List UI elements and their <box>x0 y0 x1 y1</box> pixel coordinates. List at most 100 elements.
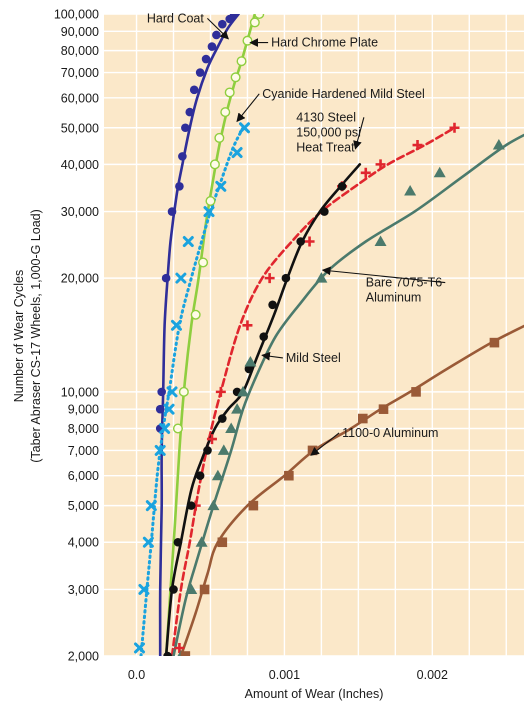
x-tick-label: 0.0 <box>128 668 145 682</box>
data-point-hard-chrome-plate <box>254 14 265 19</box>
annotation-arrow <box>353 117 365 150</box>
annotation-arrow <box>207 18 230 40</box>
data-point-mild-steel <box>169 585 178 594</box>
data-point-hard-coat <box>229 14 239 19</box>
data-point-cyanide-hardened-mild-steel <box>154 444 166 456</box>
data-point-hard-coat <box>218 19 227 29</box>
data-point-hard-chrome-plate <box>224 87 235 98</box>
data-point-bare-7075-t6-aluminum <box>207 499 220 511</box>
data-point-cyanide-hardened-mild-steel <box>145 500 157 512</box>
y-tick-label: 40,000 <box>61 158 99 172</box>
data-point-cyanide-hardened-mild-steel <box>142 536 154 548</box>
data-point-hard-chrome-plate <box>190 309 201 320</box>
data-point-bare-7075-t6-aluminum <box>433 166 446 178</box>
y-tick-label: 10,000 <box>61 385 99 399</box>
data-point-1100-0-aluminum <box>217 537 228 548</box>
data-point-bare-7075-t6-aluminum <box>492 139 505 150</box>
data-point-bare-7075-t6-aluminum <box>217 444 230 455</box>
y-tick-label: 3,000 <box>68 583 99 597</box>
data-point-hard-chrome-plate <box>249 17 260 28</box>
data-point-4130-steel-150-000-psi-heat-treat <box>375 159 386 170</box>
data-point-1100-0-aluminum <box>284 470 294 481</box>
series-line-hard-coat <box>158 14 240 656</box>
data-point-hard-chrome-plate <box>214 132 225 143</box>
data-point-hard-coat <box>189 85 199 95</box>
series-line-4130-steel-150-000-psi-heat-treat <box>170 126 456 656</box>
data-point-bare-7075-t6-aluminum <box>225 422 238 433</box>
data-point-hard-coat <box>155 404 165 414</box>
data-point-4130-steel-150-000-psi-heat-treat <box>242 320 253 331</box>
data-point-hard-chrome-plate <box>242 35 253 46</box>
data-point-hard-coat <box>167 207 177 216</box>
y-axis-subtitle: (Taber Abraser CS-17 Wheels, 1,000-G Loa… <box>29 209 43 463</box>
y-tick-label: 70,000 <box>61 66 99 80</box>
data-point-bare-7075-t6-aluminum <box>211 469 224 481</box>
y-tick-label: 7,000 <box>68 444 99 458</box>
data-point-hard-chrome-plate <box>209 159 220 170</box>
data-point-cyanide-hardened-mild-steel <box>203 206 215 218</box>
y-tick-label: 9,000 <box>68 403 99 417</box>
data-point-4130-steel-150-000-psi-heat-treat <box>360 167 371 178</box>
series-line-1100-0-aluminum <box>179 324 524 656</box>
data-point-mild-steel <box>163 651 172 656</box>
annotation-label: Cyanide Hardened Mild Steel <box>262 87 425 101</box>
data-point-bare-7075-t6-aluminum <box>374 235 387 247</box>
data-point-hard-coat <box>201 54 211 64</box>
data-point-4130-steel-150-000-psi-heat-treat <box>215 386 226 397</box>
data-point-cyanide-hardened-mild-steel <box>215 180 227 192</box>
data-point-bare-7075-t6-aluminum <box>237 385 250 397</box>
annotation-label: Hard Coat <box>147 11 204 25</box>
data-point-hard-chrome-plate <box>205 195 216 206</box>
data-point-mild-steel <box>203 446 212 455</box>
series-line-bare-7075-t6-aluminum <box>172 133 524 656</box>
data-point-hard-coat <box>161 273 171 283</box>
data-point-hard-coat <box>185 107 195 117</box>
data-point-hard-chrome-plate <box>220 107 231 118</box>
data-point-cyanide-hardened-mild-steel <box>231 147 243 159</box>
data-point-1100-0-aluminum <box>411 387 421 397</box>
data-point-4130-steel-150-000-psi-heat-treat <box>206 434 217 445</box>
data-point-1100-0-aluminum <box>180 651 191 656</box>
data-point-bare-7075-t6-aluminum <box>185 583 198 594</box>
annotation-label: 1100-0 Aluminum <box>342 426 438 440</box>
data-point-1100-0-aluminum <box>378 404 389 414</box>
data-point-hard-coat <box>195 68 205 77</box>
annotation-arrow <box>261 351 283 361</box>
annotation-label: Mild Steel <box>286 351 341 365</box>
annotation-label: Bare 7075-T6 Aluminum <box>366 276 442 305</box>
data-point-bare-7075-t6-aluminum <box>195 536 208 547</box>
series-line-hard-chrome-plate <box>164 14 257 656</box>
annotation-arrow <box>310 432 340 456</box>
y-tick-label: 100,000 <box>54 8 99 22</box>
data-point-mild-steel <box>173 537 183 547</box>
data-point-1100-0-aluminum <box>248 500 259 511</box>
data-point-hard-chrome-plate <box>198 257 209 268</box>
data-point-bare-7075-t6-aluminum <box>231 403 244 414</box>
data-point-mild-steel <box>337 181 347 191</box>
data-point-cyanide-hardened-mild-steel <box>238 122 250 134</box>
data-point-cyanide-hardened-mild-steel <box>166 386 178 398</box>
data-point-4130-steel-150-000-psi-heat-treat <box>174 642 185 653</box>
y-tick-label: 50,000 <box>61 121 99 135</box>
data-point-mild-steel <box>281 273 291 283</box>
data-point-4130-steel-150-000-psi-heat-treat <box>449 122 460 133</box>
data-point-cyanide-hardened-mild-steel <box>159 422 171 434</box>
data-point-1100-0-aluminum <box>489 337 500 348</box>
data-point-mild-steel <box>195 471 205 481</box>
data-point-cyanide-hardened-mild-steel <box>182 236 194 248</box>
data-point-hard-chrome-plate <box>236 56 247 67</box>
annotations: Hard Coat Hard Chrome Plate Cyanide Harden… <box>147 11 446 456</box>
y-tick-label: 4,000 <box>68 536 99 550</box>
x-tick-label: 0.002 <box>417 668 448 682</box>
y-axis-title: Number of Wear Cycles <box>12 270 26 402</box>
data-point-1100-0-aluminum <box>358 413 368 424</box>
y-tick-label: 2,000 <box>68 650 99 664</box>
data-point-1100-0-aluminum <box>199 584 210 595</box>
data-point-mild-steel <box>244 364 254 374</box>
data-point-4130-steel-150-000-psi-heat-treat <box>264 273 275 284</box>
data-point-bare-7075-t6-aluminum <box>244 355 257 367</box>
y-tick-label: 5,000 <box>68 499 99 513</box>
data-point-hard-coat <box>181 123 190 133</box>
data-point-cyanide-hardened-mild-steel <box>175 272 187 284</box>
